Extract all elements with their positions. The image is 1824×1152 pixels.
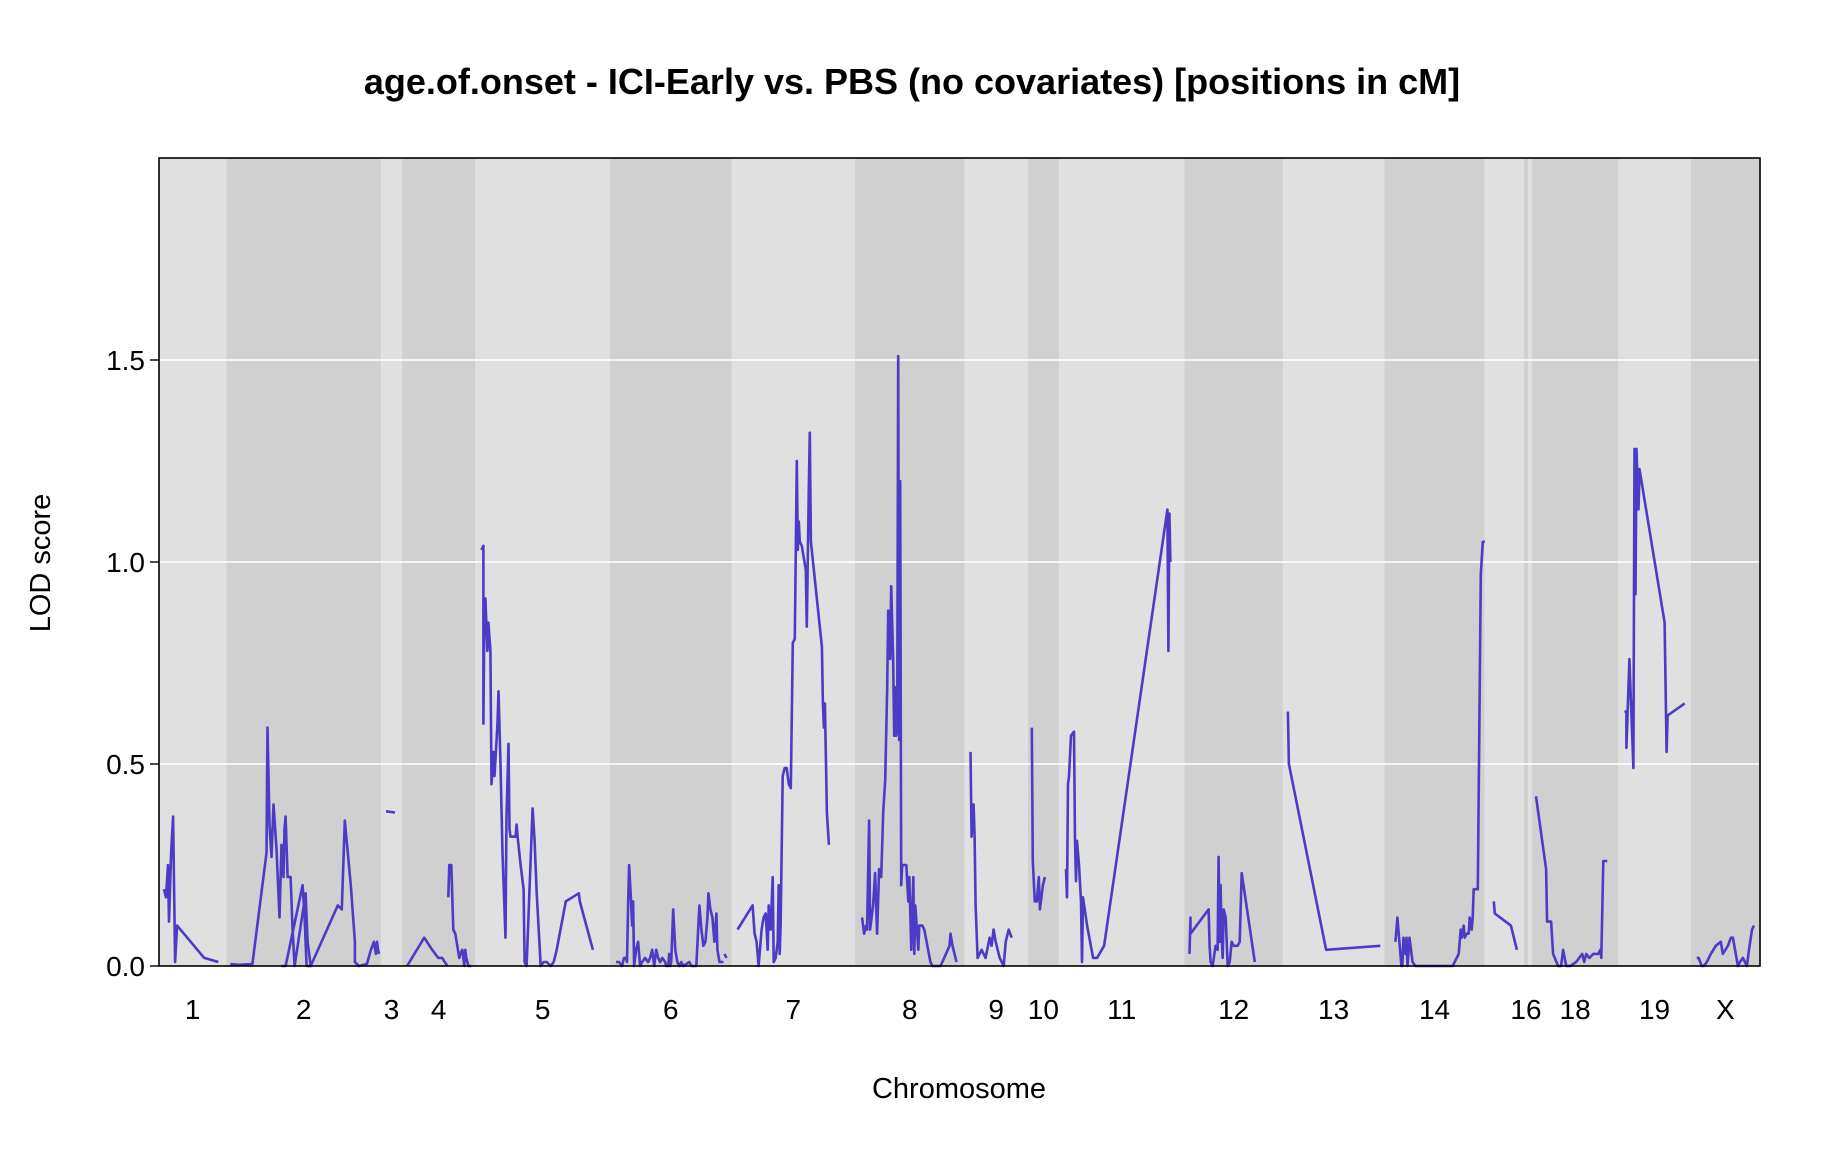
x-tick-label-chr-9: 9 [988,994,1004,1025]
chart-title: age.of.onset - ICI-Early vs. PBS (no cov… [364,61,1460,102]
lod-line-chr-12 [1188,855,1257,968]
lod-line-chr-10 [1030,727,1047,911]
lod-line-chr-1 [162,815,219,964]
x-tick-label-chr-4: 4 [431,994,447,1025]
x-tick-label-chr-14: 14 [1419,994,1450,1025]
y-tick-label: 1.0 [106,547,145,578]
y-tick-label: 1.5 [106,345,145,376]
x-tick-label-chr-3: 3 [384,994,400,1025]
lod-line-chr-3 [385,810,396,814]
lod-line-chr-13 [1286,711,1381,952]
y-tick-label: 0.0 [106,951,145,982]
lod-line-chr-4 [447,863,472,968]
lod-line-chr-15 [1492,901,1519,951]
x-tick-label-chr-10: 10 [1028,994,1059,1025]
lod-line-chr-4 [405,936,449,967]
x-tick-label-chr-13: 13 [1318,994,1349,1025]
x-tick-label-chr-19: 19 [1639,994,1670,1025]
y-axis-ticks: 0.0 0.5 1.0 1.5 [106,345,159,982]
x-tick-label-chr-2: 2 [296,994,312,1025]
lod-line-chr-9 [969,751,1013,968]
lod-line-chr-6 [723,953,728,959]
lod-line-chr-5 [480,544,595,968]
y-tick-label: 0.5 [106,749,145,780]
horizontal-grid [159,359,1760,765]
x-tick-label-chr-6: 6 [663,994,679,1025]
x-tick-label-chr-16: 16 [1510,994,1541,1025]
x-tick-label-chr-12: 12 [1218,994,1249,1025]
x-tick-label-chr-X: X [1716,994,1735,1025]
x-tick-label-chr-7: 7 [785,994,801,1025]
x-tick-label-chr-5: 5 [535,994,551,1025]
lod-line-chr-16 [1534,796,1608,968]
lod-line-chr-8 [860,354,958,968]
lod-line-chr-17 [1624,447,1686,770]
lod-line-chr-11 [1064,508,1172,964]
x-axis-label: Chromosome [872,1073,1046,1105]
x-axis-ticks: 1 2 3 4 5 6 7 8 9 10 11 12 13 14 16 18 19 X [185,994,1735,1025]
y-axis-label: LOD score [25,494,57,633]
x-tick-label-chr-18: 18 [1560,994,1591,1025]
lod-curve [162,354,1756,968]
x-tick-label-chr-8: 8 [902,994,918,1025]
x-tick-label-chr-11: 11 [1107,994,1136,1025]
x-tick-label-chr-1: 1 [185,994,201,1025]
lod-line-chr-7 [736,431,831,968]
